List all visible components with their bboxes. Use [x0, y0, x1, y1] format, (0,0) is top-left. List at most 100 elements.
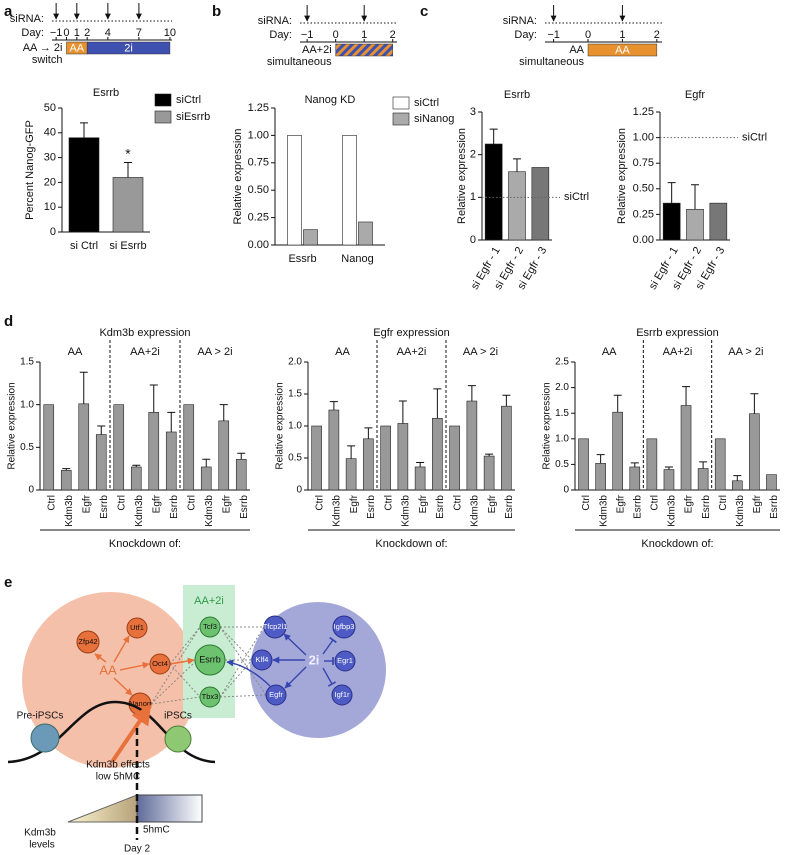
group-label: AA [602, 346, 617, 358]
x-tick-label: Ctrl [116, 495, 127, 511]
y-tick-label: 1.25 [633, 106, 654, 118]
day-tick-label: 7 [136, 27, 142, 39]
day-tick-label: 0 [585, 29, 591, 41]
x-tick-label: Esrrb [169, 495, 180, 519]
day-tick-label: 0 [63, 27, 69, 39]
error-bar [489, 128, 498, 144]
x-tick-label: Essrb [288, 253, 316, 265]
error-bar [219, 404, 228, 421]
segment-label: 2i [124, 42, 133, 54]
bar [578, 438, 589, 491]
day-tick-label: 1 [74, 27, 80, 39]
day-label: Day 2 [124, 844, 151, 855]
levels-label: levels [29, 840, 55, 851]
day-tick-label: −1 [50, 27, 63, 39]
error-bar [513, 158, 521, 172]
day-tick-label: 2 [654, 29, 660, 41]
bar [380, 425, 391, 491]
day-tick-label: 2 [390, 29, 396, 41]
reference-label: siCtrl [564, 191, 589, 203]
x-tick-label: Egfr [151, 494, 162, 513]
bar [663, 469, 675, 491]
group-label: AA+2i [397, 346, 427, 358]
error-bar [347, 445, 356, 459]
x-tick-label: Kdm3b [470, 495, 481, 527]
x-tick-label: Egfr [349, 494, 360, 513]
y-axis-label: Relative expression [275, 382, 286, 469]
bar [466, 400, 478, 491]
y-tick-label: 0.25 [633, 208, 654, 220]
overlap-label: AA+2i [194, 595, 224, 607]
y-tick-label: 0.25 [248, 212, 269, 224]
bar [531, 167, 550, 241]
x-tick-label: Esrrb [769, 495, 780, 519]
sirna-label: siRNA: [503, 15, 537, 27]
bar [749, 413, 760, 491]
error-bar [750, 393, 759, 414]
legend-swatch [392, 112, 410, 126]
bar [345, 458, 357, 491]
reference-label: siCtrl [742, 132, 767, 144]
error-bar [416, 461, 425, 467]
aa-label: AA [99, 662, 117, 677]
day-tick-label: 1 [619, 29, 625, 41]
error-bar [364, 427, 373, 439]
x-tick-label: Ctrl [186, 495, 197, 511]
group-label: AA+2i [663, 346, 693, 358]
y-tick-label: 2.0 [555, 382, 569, 393]
timeline-segment [335, 43, 393, 57]
node-label: Igf1r [334, 690, 350, 699]
levels-label: Kdm3b [24, 828, 56, 839]
error-bar [202, 458, 211, 467]
x-tick-label: si Ctrl [70, 240, 98, 252]
error-bar [433, 388, 442, 419]
y-axis-label: Relative expression [542, 382, 553, 469]
x-tick-label: Kdm3b [735, 495, 746, 527]
bar [484, 143, 503, 241]
bar [112, 177, 144, 233]
y-tick-label: 10 [44, 201, 56, 213]
x-tick-label: Esrrb [504, 495, 515, 519]
two-i-label: 2i [309, 652, 320, 667]
x-tick-label: Egfr [487, 494, 498, 513]
x-tick-label: Esrrb [99, 495, 110, 519]
bar [501, 405, 512, 491]
error-bar [80, 122, 88, 138]
bar [432, 418, 443, 491]
y-tick-label: 0.5 [555, 459, 569, 470]
condition-label: AA [569, 44, 584, 56]
day-tick-label: −1 [301, 29, 314, 41]
condition-label: AA+2i [302, 44, 332, 56]
core-nodes [194, 616, 226, 708]
y-axis-label: Percent Nanog-GFP [24, 120, 36, 220]
y-tick-label: 0.5 [20, 442, 34, 453]
node-label: Tfcp2l1 [263, 622, 288, 631]
node-label: Oct4 [152, 659, 168, 668]
aa-field [22, 592, 198, 768]
y-axis-label: Relative expression [7, 382, 18, 469]
bar [303, 229, 318, 246]
y-tick-label: 0.75 [633, 157, 654, 169]
chart-title: Esrrb [504, 89, 530, 101]
node-label: Tcf3 [203, 622, 217, 631]
error-bar [667, 182, 676, 204]
bar [508, 171, 526, 241]
x-tick-label: Egfr [615, 494, 626, 513]
aa-arrows [94, 635, 195, 696]
bar [397, 423, 409, 491]
y-tick-label: 1.00 [633, 132, 654, 144]
x-tick-label: Esrrb [435, 495, 446, 519]
node-label: Egr1 [337, 656, 353, 665]
y-tick-label: 2.5 [555, 357, 569, 368]
bar [483, 455, 495, 491]
bar [449, 425, 460, 491]
effect-label: low 5hMC [96, 772, 140, 783]
cell-icon [164, 725, 192, 753]
bar [709, 202, 728, 241]
group-label: AA+2i [130, 346, 160, 358]
error-bar [691, 184, 699, 210]
x-tick-label: Egfr [81, 494, 92, 513]
x-tick-label: Egfr [752, 494, 763, 513]
x-tick-label: Kdm3b [204, 495, 215, 527]
day-tick-label: 10 [164, 27, 176, 39]
